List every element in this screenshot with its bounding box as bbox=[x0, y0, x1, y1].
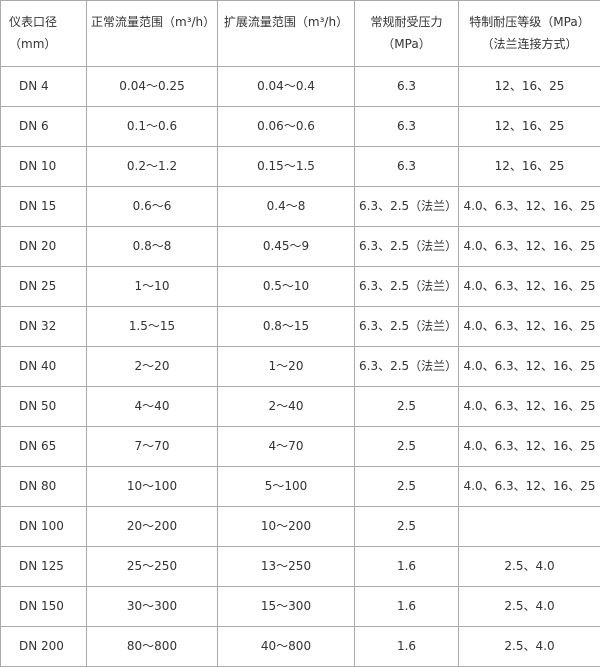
normal-flow-cell: 25～250 bbox=[87, 547, 218, 587]
pressure-cell: 1.6 bbox=[355, 587, 459, 627]
pressure-cell: 6.3 bbox=[355, 147, 459, 187]
extended-flow-cell: 0.45～9 bbox=[218, 227, 355, 267]
normal-flow-cell: 0.6～6 bbox=[87, 187, 218, 227]
special-pressure-cell: 2.5、4.0 bbox=[459, 627, 600, 667]
extended-flow-cell: 0.04～0.4 bbox=[218, 67, 355, 107]
diameter-cell: DN 20 bbox=[1, 227, 87, 267]
normal-flow-cell: 7～70 bbox=[87, 427, 218, 467]
extended-flow-cell: 5～100 bbox=[218, 467, 355, 507]
extended-flow-cell: 0.5～10 bbox=[218, 267, 355, 307]
pressure-cell: 1.6 bbox=[355, 547, 459, 587]
pressure-cell: 6.3、2.5（法兰） bbox=[355, 347, 459, 387]
normal-flow-cell: 2～20 bbox=[87, 347, 218, 387]
pressure-cell: 6.3 bbox=[355, 67, 459, 107]
special-pressure-cell: 12、16、25 bbox=[459, 107, 600, 147]
normal-flow-cell: 4～40 bbox=[87, 387, 218, 427]
pressure-cell: 6.3、2.5（法兰） bbox=[355, 227, 459, 267]
special-pressure-cell: 4.0、6.3、12、16、25 bbox=[459, 347, 600, 387]
extended-flow-cell: 13～250 bbox=[218, 547, 355, 587]
header-extended-flow: 扩展流量范围（m³/h） bbox=[218, 1, 355, 67]
special-pressure-cell bbox=[459, 507, 600, 547]
pressure-cell: 6.3、2.5（法兰） bbox=[355, 267, 459, 307]
special-pressure-cell: 2.5、4.0 bbox=[459, 587, 600, 627]
normal-flow-cell: 80～800 bbox=[87, 627, 218, 667]
diameter-cell: DN 6 bbox=[1, 107, 87, 147]
header-pressure: 常规耐受压力（MPa） bbox=[355, 1, 459, 67]
special-pressure-cell: 4.0、6.3、12、16、25 bbox=[459, 227, 600, 267]
normal-flow-cell: 30～300 bbox=[87, 587, 218, 627]
diameter-cell: DN 25 bbox=[1, 267, 87, 307]
pressure-cell: 6.3 bbox=[355, 107, 459, 147]
special-pressure-cell: 2.5、4.0 bbox=[459, 547, 600, 587]
pressure-cell: 2.5 bbox=[355, 387, 459, 427]
extended-flow-cell: 0.06～0.6 bbox=[218, 107, 355, 147]
pressure-cell: 6.3、2.5（法兰） bbox=[355, 187, 459, 227]
extended-flow-cell: 0.8～15 bbox=[218, 307, 355, 347]
extended-flow-cell: 15～300 bbox=[218, 587, 355, 627]
diameter-cell: DN 10 bbox=[1, 147, 87, 187]
special-pressure-cell: 12、16、25 bbox=[459, 147, 600, 187]
pressure-cell: 1.6 bbox=[355, 627, 459, 667]
extended-flow-cell: 0.15～1.5 bbox=[218, 147, 355, 187]
special-pressure-cell: 4.0、6.3、12、16、25 bbox=[459, 267, 600, 307]
normal-flow-cell: 1～10 bbox=[87, 267, 218, 307]
diameter-cell: DN 100 bbox=[1, 507, 87, 547]
normal-flow-cell: 0.2～1.2 bbox=[87, 147, 218, 187]
normal-flow-cell: 0.04～0.25 bbox=[87, 67, 218, 107]
extended-flow-cell: 10～200 bbox=[218, 507, 355, 547]
header-diameter: 仪表口径（mm） bbox=[1, 1, 87, 67]
diameter-cell: DN 4 bbox=[1, 67, 87, 107]
normal-flow-cell: 0.8～8 bbox=[87, 227, 218, 267]
normal-flow-cell: 0.1～0.6 bbox=[87, 107, 218, 147]
extended-flow-cell: 40～800 bbox=[218, 627, 355, 667]
normal-flow-cell: 1.5～15 bbox=[87, 307, 218, 347]
diameter-cell: DN 50 bbox=[1, 387, 87, 427]
pressure-cell: 2.5 bbox=[355, 467, 459, 507]
pressure-cell: 6.3、2.5（法兰） bbox=[355, 307, 459, 347]
header-special-pressure: 特制耐压等级（MPa）（法兰连接方式） bbox=[459, 1, 600, 67]
special-pressure-cell: 12、16、25 bbox=[459, 67, 600, 107]
special-pressure-cell: 4.0、6.3、12、16、25 bbox=[459, 387, 600, 427]
extended-flow-cell: 0.4～8 bbox=[218, 187, 355, 227]
extended-flow-cell: 4～70 bbox=[218, 427, 355, 467]
header-normal-flow: 正常流量范围（m³/h） bbox=[87, 1, 218, 67]
diameter-cell: DN 65 bbox=[1, 427, 87, 467]
special-pressure-cell: 4.0、6.3、12、16、25 bbox=[459, 187, 600, 227]
diameter-cell: DN 150 bbox=[1, 587, 87, 627]
special-pressure-cell: 4.0、6.3、12、16、25 bbox=[459, 427, 600, 467]
pressure-cell: 2.5 bbox=[355, 507, 459, 547]
diameter-cell: DN 80 bbox=[1, 467, 87, 507]
header-row: 仪表口径（mm） 正常流量范围（m³/h） 扩展流量范围（m³/h） 常规耐受压… bbox=[1, 1, 600, 67]
diameter-cell: DN 32 bbox=[1, 307, 87, 347]
special-pressure-cell: 4.0、6.3、12、16、25 bbox=[459, 307, 600, 347]
diameter-cell: DN 125 bbox=[1, 547, 87, 587]
diameter-cell: DN 15 bbox=[1, 187, 87, 227]
special-pressure-cell: 4.0、6.3、12、16、25 bbox=[459, 467, 600, 507]
normal-flow-cell: 20～200 bbox=[87, 507, 218, 547]
extended-flow-cell: 1～20 bbox=[218, 347, 355, 387]
pressure-cell: 2.5 bbox=[355, 427, 459, 467]
diameter-cell: DN 40 bbox=[1, 347, 87, 387]
extended-flow-cell: 2～40 bbox=[218, 387, 355, 427]
normal-flow-cell: 10～100 bbox=[87, 467, 218, 507]
diameter-cell: DN 200 bbox=[1, 627, 87, 667]
